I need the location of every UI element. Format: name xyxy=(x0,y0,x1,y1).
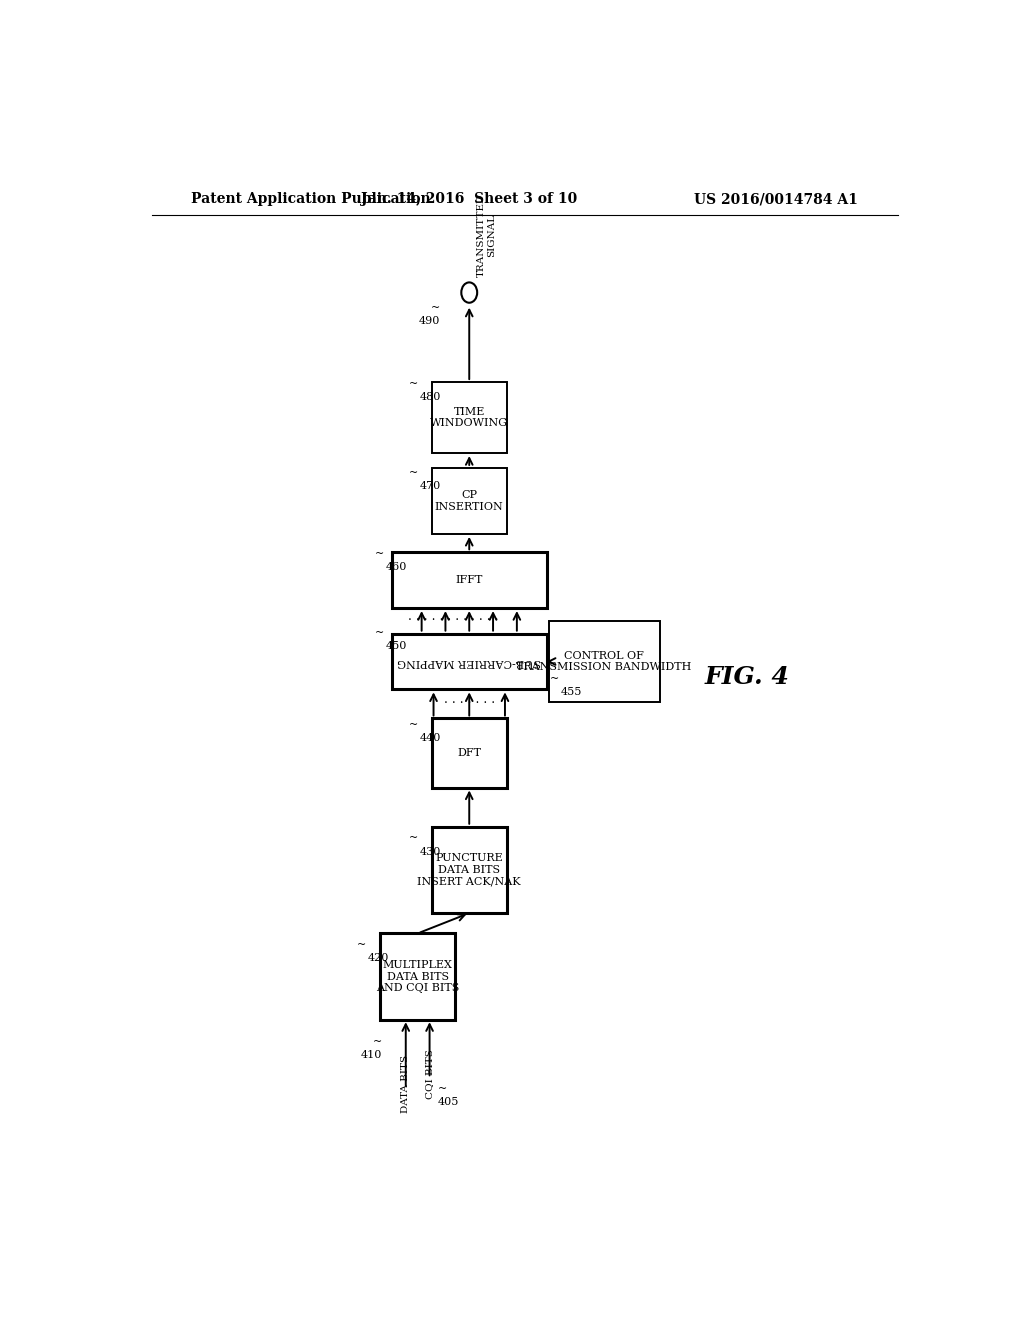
Text: · · · · · · ·: · · · · · · · xyxy=(443,697,495,710)
Text: 490: 490 xyxy=(419,315,440,326)
Text: PUNCTURE
DATA BITS
INSERT ACK/NAK: PUNCTURE DATA BITS INSERT ACK/NAK xyxy=(418,853,521,887)
Text: 455: 455 xyxy=(560,686,582,697)
Text: MULTIPLEX
DATA BITS
AND CQI BITS: MULTIPLEX DATA BITS AND CQI BITS xyxy=(376,960,460,993)
Text: FIG. 4: FIG. 4 xyxy=(705,665,790,689)
Text: CQI BITS: CQI BITS xyxy=(425,1049,434,1100)
Text: 420: 420 xyxy=(368,953,389,964)
Text: ~: ~ xyxy=(373,1036,382,1047)
Text: IFFT: IFFT xyxy=(456,576,483,585)
Text: ~: ~ xyxy=(375,628,384,638)
Bar xyxy=(380,933,456,1020)
Bar xyxy=(431,381,507,453)
Text: CONTROL OF
TRANSMISSION BANDWIDTH: CONTROL OF TRANSMISSION BANDWIDTH xyxy=(516,651,692,672)
Text: DFT: DFT xyxy=(458,748,481,758)
Text: DATA BITS: DATA BITS xyxy=(401,1055,411,1113)
Text: CP
INSERTION: CP INSERTION xyxy=(435,490,504,512)
Bar xyxy=(431,467,507,535)
Text: TRANSMITTED
SIGNAL: TRANSMITTED SIGNAL xyxy=(477,194,497,277)
Text: ~: ~ xyxy=(437,1084,446,1093)
Text: 460: 460 xyxy=(386,562,408,572)
Text: TIME
WINDOWING: TIME WINDOWING xyxy=(430,407,508,429)
Bar xyxy=(549,620,659,702)
Text: 405: 405 xyxy=(437,1097,459,1106)
Text: Jan. 14, 2016  Sheet 3 of 10: Jan. 14, 2016 Sheet 3 of 10 xyxy=(361,191,578,206)
Text: ~: ~ xyxy=(409,833,418,843)
Text: ~: ~ xyxy=(550,675,559,684)
Text: 430: 430 xyxy=(419,846,440,857)
Bar xyxy=(392,552,547,609)
Text: ~: ~ xyxy=(409,719,418,730)
Bar xyxy=(392,634,547,689)
Text: ~: ~ xyxy=(356,940,367,950)
Text: 470: 470 xyxy=(419,480,440,491)
Text: ~: ~ xyxy=(409,379,418,389)
Bar xyxy=(431,718,507,788)
Text: 410: 410 xyxy=(360,1049,382,1060)
Text: 450: 450 xyxy=(386,642,408,651)
Text: · · · · · · · · · · · ·: · · · · · · · · · · · · xyxy=(409,614,499,627)
Text: SUB-CARRIER MAPPING: SUB-CARRIER MAPPING xyxy=(397,656,542,667)
Text: ~: ~ xyxy=(431,302,440,313)
Text: Patent Application Publication: Patent Application Publication xyxy=(191,191,431,206)
Text: ~: ~ xyxy=(375,549,384,558)
Text: ~: ~ xyxy=(409,467,418,478)
Text: 440: 440 xyxy=(419,733,440,743)
Text: 480: 480 xyxy=(419,392,440,403)
Text: US 2016/0014784 A1: US 2016/0014784 A1 xyxy=(694,191,858,206)
Bar xyxy=(431,826,507,913)
